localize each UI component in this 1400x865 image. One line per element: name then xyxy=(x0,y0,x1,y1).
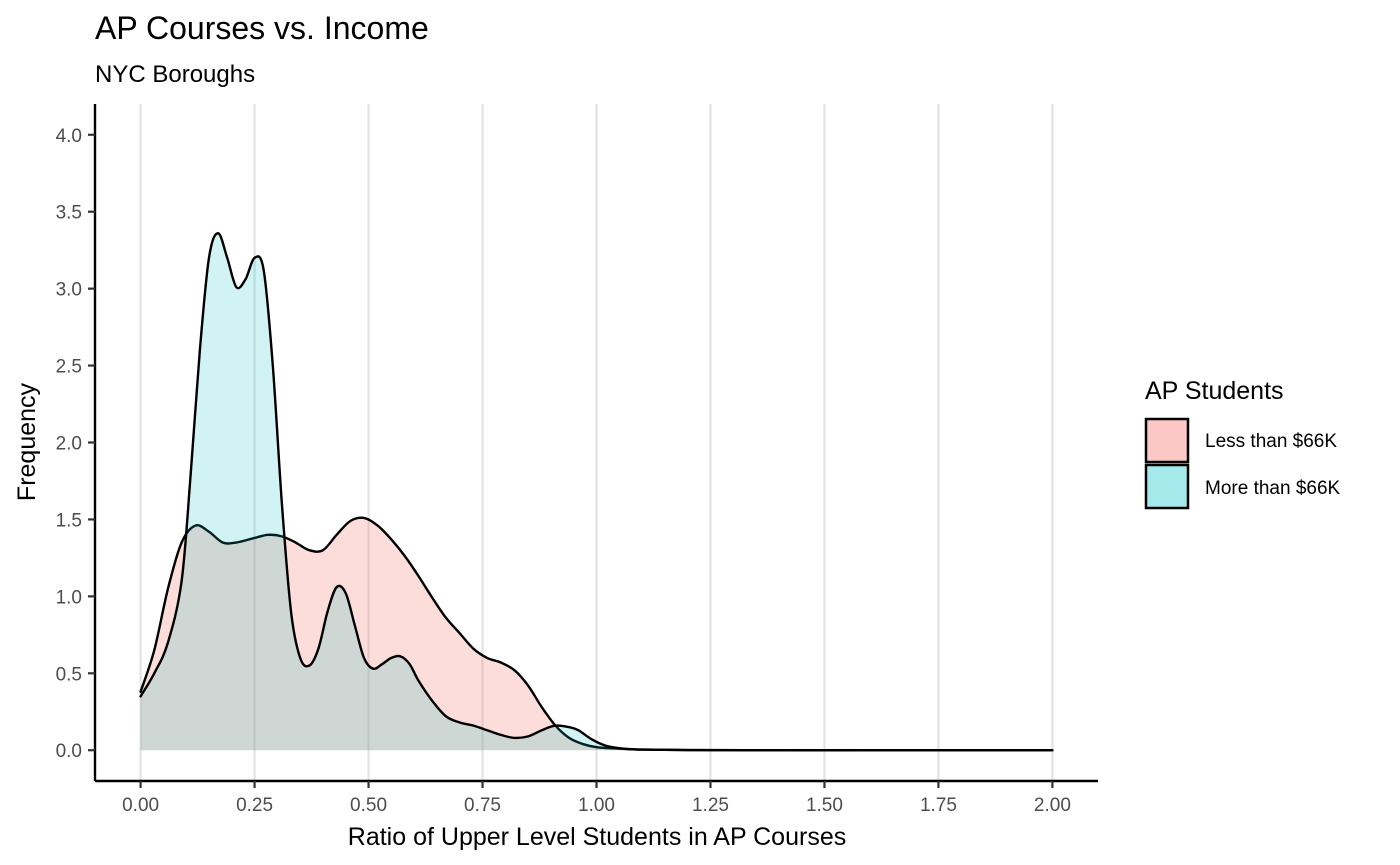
y-tick-label-2: 1.0 xyxy=(56,587,82,608)
x-tick-label-4: 1.00 xyxy=(578,795,615,816)
legend: AP Students Less than $66K More than $66… xyxy=(1144,377,1341,510)
axes: 0.00 0.25 0.50 0.75 1.00 1.25 1.50 1.75 2.00 0.0 0… xyxy=(56,104,1098,816)
chart-subtitle: NYC Boroughs xyxy=(95,61,255,88)
legend-label-less-than-66k: Less than $66K xyxy=(1205,431,1337,452)
density-area-more-than-66k xyxy=(140,233,1053,751)
density-line-more-than-66k xyxy=(139,232,1054,752)
x-tick-label-8: 2.00 xyxy=(1034,795,1071,816)
plot-panel: 0.00 0.25 0.50 0.75 1.00 1.25 1.50 1.75 2.00 0.0 0… xyxy=(56,104,1098,816)
y-tick-label-0: 0.0 xyxy=(56,741,82,762)
legend-title: AP Students xyxy=(1145,377,1284,405)
legend-label-more-than-66k: More than $66K xyxy=(1205,478,1341,499)
density-area-less-than-66k xyxy=(140,517,1053,751)
y-tick-label-1: 0.5 xyxy=(56,664,82,685)
x-tick-label-6: 1.50 xyxy=(806,795,843,816)
y-tick-label-8: 4.0 xyxy=(56,126,82,147)
y-axis-title: Frequency xyxy=(13,382,41,501)
chart-title: AP Courses vs. Income xyxy=(95,10,429,46)
x-tick-label-5: 1.25 xyxy=(692,795,729,816)
gridlines xyxy=(139,104,1054,781)
x-axis-title: Ratio of Upper Level Students in AP Cour… xyxy=(348,823,846,851)
y-tick-label-5: 2.5 xyxy=(56,357,82,378)
x-tick-label-2: 0.50 xyxy=(350,795,387,816)
y-tick-label-7: 3.5 xyxy=(56,203,82,224)
x-tick-label-0: 0.00 xyxy=(122,795,159,816)
x-tick-label-1: 0.25 xyxy=(236,795,273,816)
y-tick-label-3: 1.5 xyxy=(56,510,82,531)
legend-key-less-than-66k xyxy=(1144,417,1190,464)
x-tick-label-7: 1.75 xyxy=(920,795,957,816)
y-tick-label-4: 2.0 xyxy=(56,434,82,455)
density-series xyxy=(139,232,1054,752)
x-tick-label-3: 0.75 xyxy=(464,795,501,816)
y-tick-label-6: 3.0 xyxy=(56,280,82,301)
legend-key-more-than-66k xyxy=(1144,463,1190,510)
